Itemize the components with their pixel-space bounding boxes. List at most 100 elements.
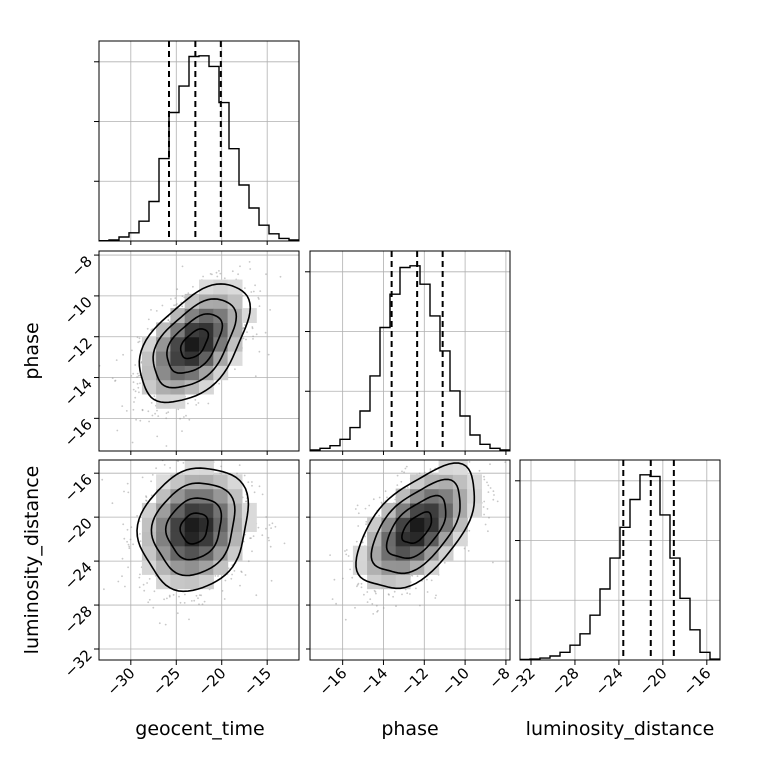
sample-point [269,545,272,548]
density-cell [241,502,257,518]
sample-point [374,590,377,593]
sample-point [121,405,124,407]
sample-point [430,579,433,582]
density-panel-phase-vs-luminosity_distance [309,433,545,661]
density-cell [438,488,454,504]
sample-point [127,566,129,569]
sample-point [251,484,253,487]
sample-point [158,622,161,625]
sample-point [230,577,233,580]
histogram-panel-phase [305,250,511,452]
x-tick-label-phase: −10 [438,664,473,699]
sample-point [349,568,351,571]
density-cell [424,502,440,518]
sample-point [138,340,141,343]
sample-point [543,478,545,480]
x-axis-title-geocent_time: geocent_time [135,718,264,740]
sample-point [195,404,198,406]
sample-point [258,305,261,307]
density-cell [227,488,243,504]
sample-point [187,402,189,405]
sample-point [356,504,359,507]
density-cell [156,545,171,561]
sample-point [426,591,429,593]
x-axis-title-phase: phase [381,718,438,740]
density-cell [467,502,482,518]
sample-point [139,540,142,543]
density-cell [170,560,186,575]
sample-point [115,359,118,361]
sample-point [406,486,409,489]
sample-point [126,528,129,531]
sample-point [138,391,140,394]
sample-point [439,453,441,455]
density-contour [152,298,238,389]
sample-point [463,547,466,550]
sample-point [150,309,152,311]
sample-point [211,273,213,276]
sample-point [487,491,490,493]
density-cell [213,545,229,561]
sample-point [246,331,248,333]
sample-point [193,599,196,602]
y-axis-title-luminosity_distance: luminosity_distance [21,466,43,655]
sample-point [394,498,397,501]
density-cell [424,531,440,547]
sample-point [203,600,206,603]
sample-point [126,540,128,543]
sample-point [418,472,421,475]
sample-point [243,474,246,477]
density-cell [395,502,411,518]
density-cell [227,308,243,323]
sample-point [347,555,350,557]
density-contour [166,313,224,374]
density-cell [352,545,368,561]
sample-point [148,420,151,423]
density-cell [141,531,157,547]
sample-point [259,290,262,292]
sample-point [265,527,267,530]
sample-point [183,416,185,418]
sample-point [225,443,227,445]
sample-point [244,324,246,326]
sample-point [152,606,155,609]
density-cell [367,560,382,575]
sample-point [396,484,399,486]
sample-point [483,500,486,503]
sample-point [378,496,381,499]
y-tick-label-phase: −8 [67,252,95,280]
sample-point [247,560,250,563]
sample-point [181,430,183,432]
sample-point [117,580,120,583]
sample-point [366,591,369,593]
sample-point [236,472,238,475]
sample-point [435,455,437,457]
sample-point [231,573,234,576]
sample-point [124,585,126,588]
sample-point [245,338,247,341]
sample-point [197,597,199,600]
sample-point [486,433,488,435]
sample-point [511,518,513,520]
sample-point [405,465,408,468]
panel-frame [98,40,300,242]
sample-point [365,520,368,523]
sample-point [376,610,378,613]
sample-point [429,468,432,471]
sample-point [250,537,252,539]
sample-point [426,578,428,581]
density-contour [385,494,447,559]
sample-point [197,402,200,404]
sample-point [137,386,140,389]
density-cell [184,545,200,561]
density-cell [227,517,243,532]
sample-point [145,495,147,497]
density-cell [156,502,171,518]
sample-point [131,349,133,352]
density-cell [199,308,214,323]
density-cell [199,336,214,352]
sample-point [132,543,135,546]
sample-point [255,333,258,336]
sample-point [127,491,130,494]
sample-point [416,575,419,577]
